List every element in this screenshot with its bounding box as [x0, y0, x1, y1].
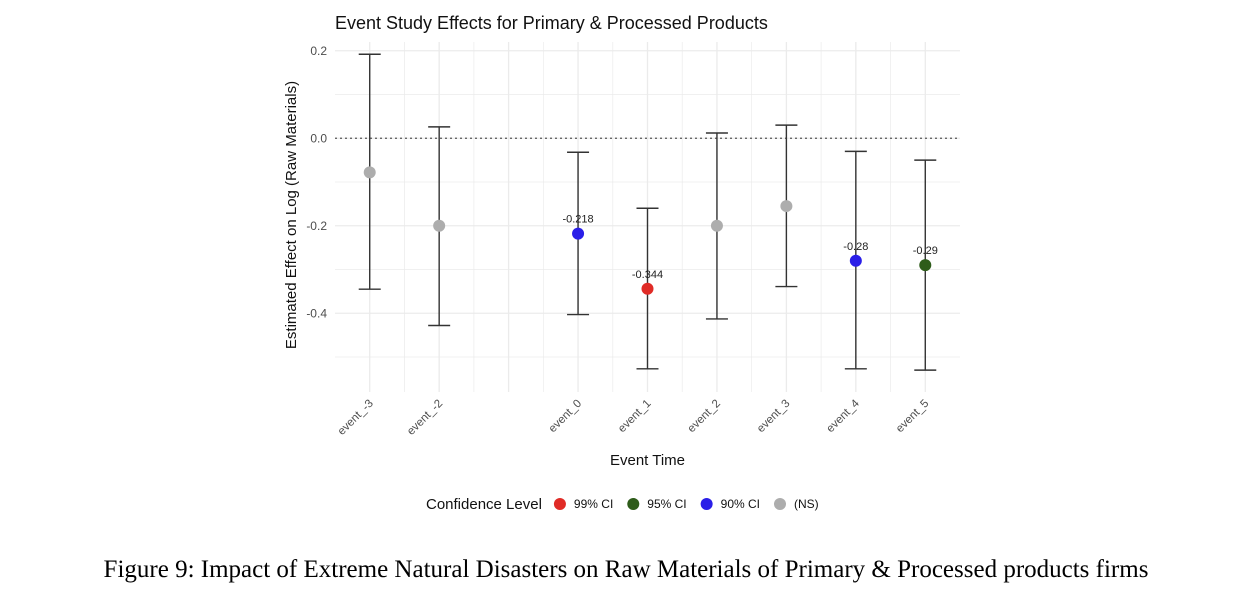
legend-swatch-ci95 — [627, 498, 640, 510]
point-event_1 — [641, 282, 654, 295]
x-tick-label: event_3 — [755, 398, 792, 435]
y-tick-label: -0.2 — [306, 219, 327, 233]
y-tick-label: 0.2 — [310, 44, 327, 58]
point-event_0 — [572, 227, 585, 240]
x-tick-label: event_-2 — [405, 398, 445, 438]
y-tick-label: -0.4 — [306, 306, 327, 320]
chart-title: Event Study Effects for Primary & Proces… — [335, 13, 768, 33]
x-tick-label: event_0 — [547, 398, 584, 435]
legend-label-ci90: 90% CI — [721, 497, 760, 511]
x-axis-title: Event Time — [610, 452, 685, 469]
legend-swatch-ci90 — [700, 498, 713, 510]
legend-swatch-ns — [774, 498, 786, 510]
y-axis-title: Estimated Effect on Log (Raw Materials) — [283, 81, 300, 349]
legend-label-ns: (NS) — [794, 497, 819, 511]
data-label-event_0: -0.218 — [562, 214, 593, 226]
point-event_2 — [710, 219, 723, 232]
x-tick-label: event_1 — [616, 398, 653, 435]
point-event_-3 — [363, 166, 376, 179]
x-tick-label: event_2 — [686, 398, 723, 435]
figure-caption: Figure 9: Impact of Extreme Natural Disa… — [103, 556, 1149, 583]
data-label-event_5: -0.29 — [913, 245, 938, 257]
point-event_5 — [919, 259, 932, 272]
x-tick-label: event_-3 — [336, 398, 376, 438]
legend-swatch-ci99 — [553, 498, 566, 510]
point-event_-2 — [433, 219, 446, 232]
x-tick-label: event_5 — [894, 398, 931, 435]
point-event_4 — [849, 254, 862, 267]
x-tick-label: event_4 — [825, 397, 863, 435]
legend-label-ci99: 99% CI — [574, 497, 613, 511]
y-tick-label: 0.0 — [310, 131, 327, 145]
legend-label-ci95: 95% CI — [647, 497, 686, 511]
point-event_3 — [780, 200, 793, 213]
data-label-event_1: -0.344 — [632, 269, 663, 281]
legend-title: Confidence Level — [426, 496, 542, 513]
data-label-event_4: -0.28 — [843, 241, 868, 253]
